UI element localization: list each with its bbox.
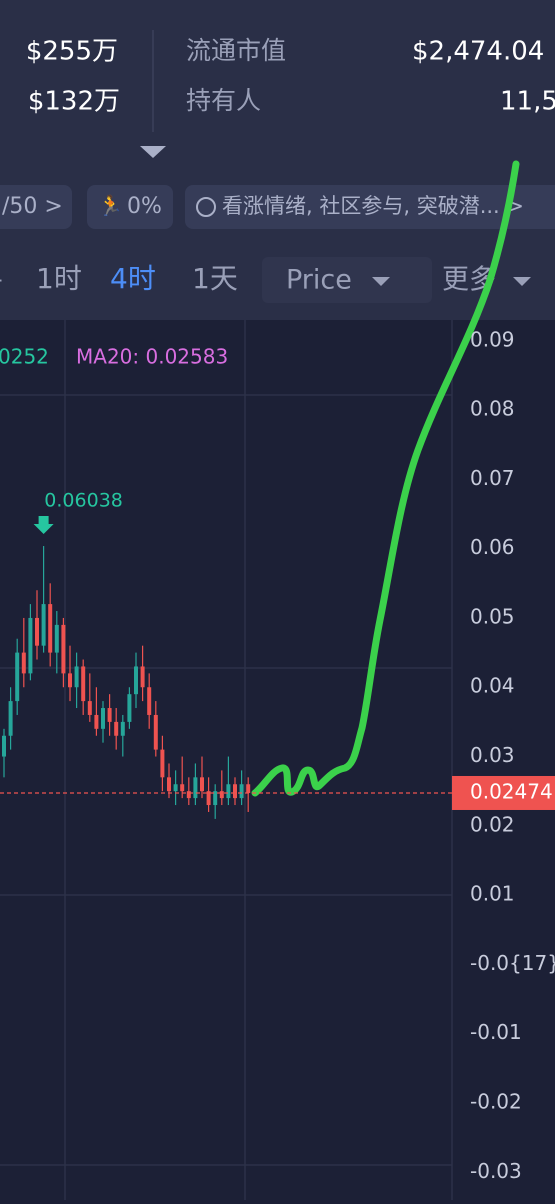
stat-value: $2,474.04	[412, 37, 544, 67]
candle-body	[81, 666, 86, 702]
tag-icon: 🏃	[98, 194, 123, 218]
y-tick-label: -0.0{17}	[470, 951, 555, 975]
price-badge	[452, 775, 555, 810]
candle-body	[74, 666, 79, 688]
tab[interactable]: 1天	[192, 262, 238, 295]
stat-value: $132万	[28, 87, 120, 117]
candle-body	[28, 617, 33, 674]
candle-body	[200, 777, 204, 792]
candle-body	[8, 701, 13, 736]
y-tick-label: -0.01	[470, 1020, 522, 1044]
tag-icon	[196, 197, 216, 217]
candle-body	[193, 777, 198, 799]
grid	[0, 320, 453, 1200]
candle-body	[54, 624, 59, 653]
candle-body	[140, 666, 145, 688]
candle-body	[87, 701, 92, 715]
drawn-line	[251, 160, 520, 797]
y-tick-label: 0.03	[470, 743, 515, 767]
tab[interactable]: Price	[286, 265, 352, 296]
candle-body	[219, 791, 224, 799]
tag[interactable]	[87, 185, 173, 229]
candle-body	[206, 791, 211, 806]
max-arrow	[33, 516, 54, 535]
dropdown-arrow	[513, 277, 531, 286]
tag-text: 0%	[127, 194, 162, 219]
candle-body	[246, 784, 251, 793]
tag-text: 看涨情绪, 社区参与, 突破潜... >	[222, 194, 524, 218]
candle-body	[186, 791, 191, 799]
ma-label: 0252	[0, 345, 49, 369]
candle-body	[2, 735, 6, 757]
stat-value: $255万	[26, 37, 118, 67]
candle-body	[233, 784, 237, 799]
tab[interactable]: 4时	[110, 262, 156, 295]
ma-label: MA20: 0.02583	[76, 345, 228, 369]
tag[interactable]	[0, 185, 72, 229]
y-tick-label: 0.01	[470, 882, 515, 906]
candle-body	[114, 721, 119, 736]
max-label: 0.06038	[44, 490, 123, 512]
y-tick-label: -0.03	[470, 1159, 522, 1183]
candle-body	[226, 784, 231, 799]
plot: 0.06038	[2, 490, 251, 819]
y-tick-label: 0.08	[470, 397, 515, 421]
y-tick-label: 0.06	[470, 535, 515, 559]
candle-body	[41, 604, 46, 646]
candle-body	[167, 777, 171, 792]
y-tick-label: 0.05	[470, 604, 515, 628]
y-tick-label: 0.04	[470, 674, 515, 698]
price-label: 0.02474	[470, 779, 553, 803]
candle-body	[21, 652, 26, 674]
candle-body	[48, 604, 53, 653]
candle-body	[68, 673, 72, 688]
stat-label: 持有人	[186, 86, 261, 115]
tab-fragment: -	[0, 265, 3, 293]
candle-body	[94, 714, 99, 729]
candle-body	[153, 714, 158, 750]
candle-body	[180, 784, 185, 792]
candle-body	[107, 708, 112, 722]
stat-label: 流通市值	[186, 36, 286, 65]
candle-body	[127, 694, 132, 722]
candle-body	[147, 687, 152, 715]
tag[interactable]	[185, 185, 555, 229]
candle-body	[134, 666, 138, 695]
candle-body	[101, 708, 105, 729]
candle-body	[160, 749, 165, 778]
tab-bg	[262, 257, 432, 303]
y-tick-label: 0.07	[470, 466, 515, 490]
tag-text: /50 >	[2, 194, 63, 219]
expand-arrow[interactable]	[140, 146, 166, 158]
stat-value: 11,59	[500, 87, 555, 117]
candle-body	[35, 617, 39, 646]
candle-body	[213, 791, 218, 806]
dropdown-arrow	[372, 277, 390, 286]
y-tick-label: 0.02	[470, 812, 515, 836]
candle-body	[15, 652, 20, 702]
candle-body	[239, 784, 244, 799]
y-tick-label: 0.09	[470, 327, 515, 351]
candle-body	[120, 721, 125, 736]
tab[interactable]: 1时	[36, 262, 82, 295]
candle-body	[173, 784, 178, 792]
candle-body	[61, 624, 66, 674]
y-tick-label: -0.02	[470, 1089, 522, 1113]
